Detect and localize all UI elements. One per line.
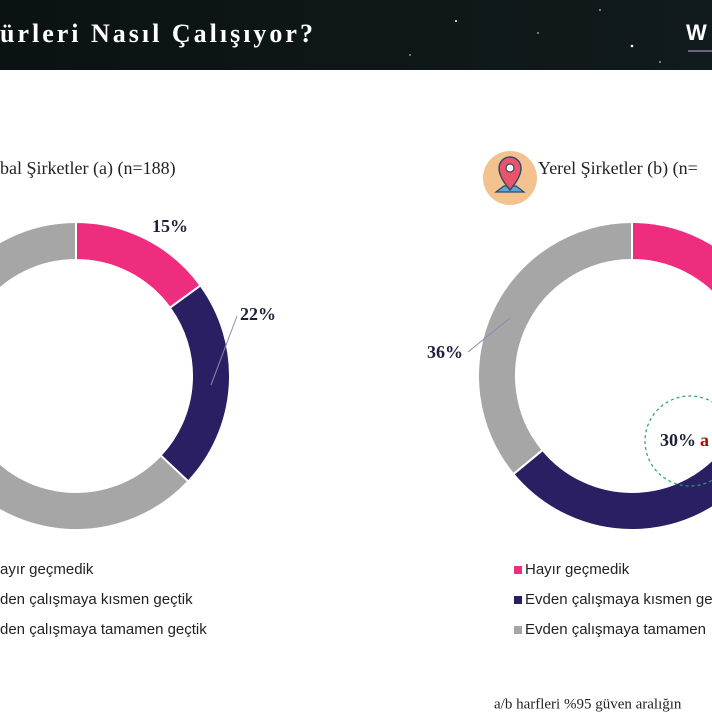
logo: W xyxy=(686,20,707,45)
location-icon xyxy=(483,151,537,205)
legend-marker xyxy=(514,566,522,574)
chart-title: Yerel Şirketler (b) (n= xyxy=(538,158,698,179)
legend-label: Evden çalışmaya tamamen xyxy=(525,621,706,638)
significance-circle xyxy=(644,395,712,487)
legend-label: den çalışmaya tamamen geçtik xyxy=(0,621,207,638)
legend-marker xyxy=(514,596,522,604)
donut-segment xyxy=(159,284,231,483)
leader-line xyxy=(210,315,238,386)
value-label: 36% xyxy=(427,342,463,362)
logo-sub xyxy=(688,50,712,52)
donut-chart xyxy=(477,220,712,531)
donut-segment xyxy=(477,220,633,476)
significance-letter: a xyxy=(700,430,709,450)
donut-segment xyxy=(511,448,712,531)
legend-marker xyxy=(514,626,522,634)
leader-line xyxy=(467,317,511,353)
legend-label: den çalışmaya kısmen geçtik xyxy=(0,591,193,608)
legend-label: Evden çalışmaya kısmen ge xyxy=(525,591,712,608)
donut-segment xyxy=(631,220,712,294)
slide-title: ürleri Nasıl Çalışıyor? xyxy=(0,19,316,48)
value-label: 15% xyxy=(152,216,188,236)
donut-segment xyxy=(0,220,190,531)
value-label: 30% xyxy=(660,430,696,450)
header-band xyxy=(0,0,712,70)
donut-chart xyxy=(0,220,231,531)
stars xyxy=(409,9,661,63)
footnote: a/b harfleri %95 güven aralığın xyxy=(494,696,682,712)
legend-label: Hayır geçmedik xyxy=(525,561,630,578)
chart-title: bal Şirketler (a) (n=188) xyxy=(0,158,176,179)
value-label: 22% xyxy=(240,304,276,324)
legend-label: ayır geçmedik xyxy=(0,561,94,578)
